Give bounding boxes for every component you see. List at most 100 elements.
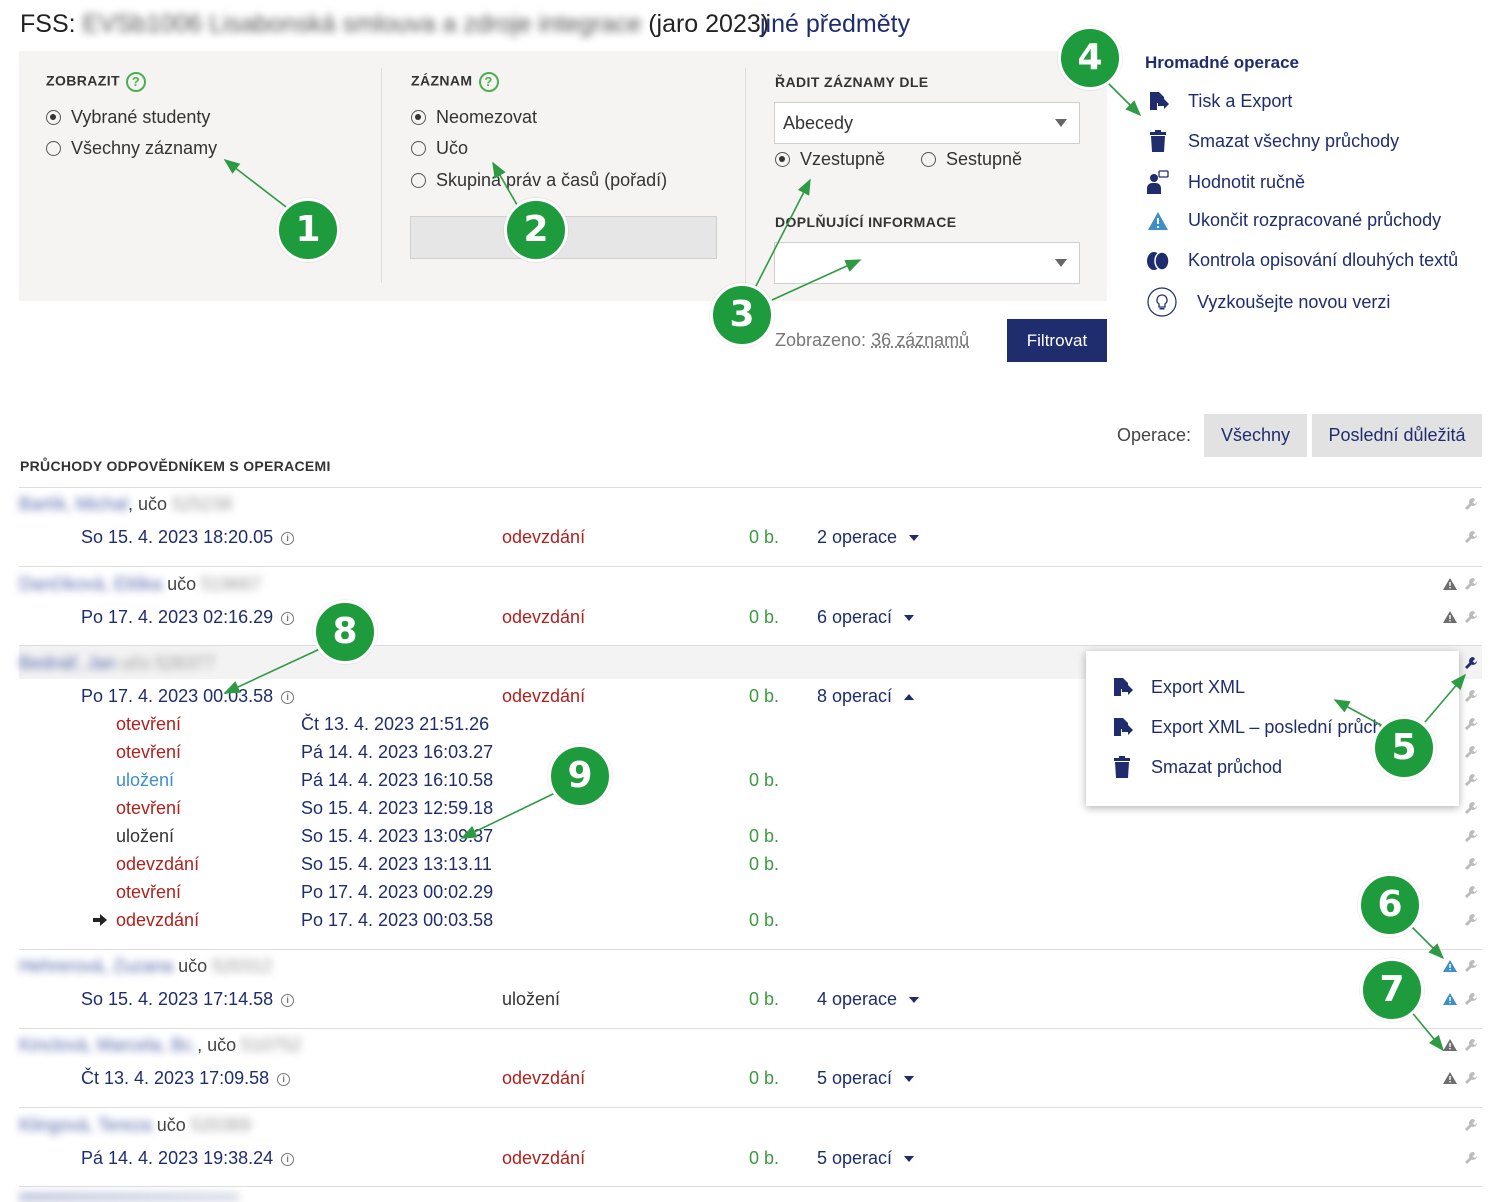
divider xyxy=(19,1107,1482,1108)
record-date: So 15. 4. 2023 18:20.05 i xyxy=(81,527,295,548)
course-name: Lisabonská smlouva a zdroje integrace xyxy=(209,10,642,38)
student-name[interactable]: Dančíková, Eliška xyxy=(19,574,163,594)
show-section-title: ZOBRAZIT? xyxy=(46,72,146,92)
divider xyxy=(19,949,1482,950)
chevron-down-icon xyxy=(904,615,915,622)
bulk-try-new-version[interactable]: Vyzkoušejte novou verzi xyxy=(1145,287,1390,317)
record-date: Pá 14. 4. 2023 19:38.24 i xyxy=(81,1148,295,1169)
info-icon[interactable]: i xyxy=(277,1072,291,1086)
info-icon[interactable]: i xyxy=(281,993,295,1007)
bulk-plagiarism-check[interactable]: Kontrola opisování dlouhých textů xyxy=(1145,250,1458,271)
record-date: Po 17. 4. 2023 00:03.58 i xyxy=(81,686,295,707)
export-xml-last-item[interactable]: Export XML – poslední průch xyxy=(1110,716,1382,738)
callout-6: 6 xyxy=(1358,873,1422,937)
student-name-row: Klingová, Tereza učo 520369 xyxy=(19,1115,251,1135)
callout-3: 3 xyxy=(710,283,774,347)
radio-icon xyxy=(411,141,426,156)
bulk-print-export[interactable]: Tisk a Export xyxy=(1145,90,1292,112)
callout-8: 8 xyxy=(313,600,377,664)
record-status: odevzdání xyxy=(502,1148,586,1168)
warning-icon xyxy=(1145,211,1171,231)
record-points: 0 b. xyxy=(749,607,780,627)
student-name[interactable]: Kinclová, Marcela, Bc. xyxy=(19,1035,198,1055)
all-operations-button[interactable]: Všechny xyxy=(1204,414,1307,457)
radio-no-limit[interactable]: Neomezovat xyxy=(411,107,537,128)
student-name-row: Bednář, Jan učo 526377 xyxy=(19,653,216,673)
radio-descending[interactable]: Sestupně xyxy=(921,149,1022,170)
student-name-row: Bartík, Michal, učo 525238 xyxy=(19,494,233,514)
divider xyxy=(381,68,382,283)
radio-icon xyxy=(775,152,790,167)
list-title: PRŮCHODY ODPOVĚDNÍKEM S OPERACEMI xyxy=(20,458,331,474)
student-uco: 510752 xyxy=(241,1035,302,1055)
radio-uco[interactable]: Učo xyxy=(411,138,468,159)
other-courses-link[interactable]: jiné předměty xyxy=(760,10,911,38)
record-points: 0 b. xyxy=(749,1068,780,1088)
radio-icon xyxy=(46,141,61,156)
operations-label: Operace: xyxy=(1117,425,1192,445)
page-title: FSS: EVSb1006 Lisabonská smlouva a zdroj… xyxy=(20,10,770,38)
student-name[interactable]: Bednář, Jan xyxy=(19,653,117,673)
shown-count-link[interactable]: 36 záznamů xyxy=(871,330,970,350)
bulk-grade-manually[interactable]: Hodnotit ručně xyxy=(1145,170,1305,194)
op-type: odevzdání xyxy=(116,854,200,874)
operations-toggle[interactable]: 4 operace xyxy=(817,989,920,1010)
radio-rights-group[interactable]: Skupina práv a časů (pořadí) xyxy=(411,170,667,191)
chevron-down-icon xyxy=(1055,119,1067,127)
operations-toggle[interactable]: 8 operací xyxy=(817,686,915,707)
operations-toggle[interactable]: 5 operací xyxy=(817,1068,915,1089)
radio-all-records[interactable]: Všechny záznamy xyxy=(46,138,217,159)
chevron-down-icon xyxy=(904,1156,915,1163)
export-xml-item[interactable]: Export XML xyxy=(1110,676,1245,698)
op-points: 0 b. xyxy=(749,910,780,930)
radio-icon xyxy=(921,152,936,167)
lightbulb-icon xyxy=(1145,287,1179,317)
bulk-end-in-progress[interactable]: Ukončit rozpracované průchody xyxy=(1145,210,1441,231)
op-date: Pá 14. 4. 2023 16:10.58 xyxy=(301,770,494,790)
student-name[interactable]: Klingová, Tereza xyxy=(19,1115,152,1135)
delete-pass-item[interactable]: Smazat průchod xyxy=(1110,756,1282,778)
callout-5: 5 xyxy=(1372,716,1436,780)
divider xyxy=(19,645,1482,646)
info-icon[interactable]: i xyxy=(281,1152,295,1166)
grade-manually-icon xyxy=(1145,170,1171,194)
radio-icon xyxy=(411,173,426,188)
student-name[interactable]: Bartík, Michal xyxy=(19,494,129,514)
op-type: odevzdání xyxy=(116,910,200,930)
extra-info-select[interactable] xyxy=(774,242,1080,284)
callout-1: 1 xyxy=(276,198,340,262)
arrow-right-icon xyxy=(93,913,107,931)
op-date: Čt 13. 4. 2023 21:51.26 xyxy=(301,714,490,734)
filter-button[interactable]: Filtrovat xyxy=(1007,319,1107,362)
student-name-row: Dančíková, Eliška učo 519667 xyxy=(19,574,262,594)
operations-toggle[interactable]: 2 operace xyxy=(817,527,920,548)
op-date: So 15. 4. 2023 13:13.11 xyxy=(301,854,492,874)
record-points: 0 b. xyxy=(749,1148,780,1168)
callout-4: 4 xyxy=(1058,26,1122,90)
bulk-delete-all[interactable]: Smazat všechny průchody xyxy=(1145,130,1399,152)
export-xml-last-icon xyxy=(1110,716,1134,738)
trash-icon xyxy=(1110,756,1134,778)
student-name[interactable]: Hehrerová, Zuzana xyxy=(19,956,174,976)
help-icon[interactable]: ? xyxy=(125,72,146,92)
operations-toggle[interactable]: 5 operací xyxy=(817,1148,915,1169)
help-icon[interactable]: ? xyxy=(478,72,499,92)
operations-toggle[interactable]: 6 operací xyxy=(817,607,915,628)
callout-7: 7 xyxy=(1360,958,1424,1022)
divider xyxy=(745,68,746,283)
radio-ascending[interactable]: Vzestupně xyxy=(775,149,885,170)
record-points: 0 b. xyxy=(749,686,780,706)
record-date: Po 17. 4. 2023 02:16.29 i xyxy=(81,607,295,628)
info-icon[interactable]: i xyxy=(281,690,295,704)
last-important-button[interactable]: Poslední důležitá xyxy=(1312,414,1482,457)
record-section-title: ZÁZNAM? xyxy=(411,72,499,92)
radio-selected-students[interactable]: Vybrané studenty xyxy=(46,107,210,128)
info-icon[interactable]: i xyxy=(281,531,295,545)
record-status: uložení xyxy=(502,989,561,1009)
shown-count: Zobrazeno: 36 záznamů xyxy=(775,330,970,350)
sort-select[interactable]: Abecedy xyxy=(774,102,1080,144)
record-status: odevzdání xyxy=(502,1068,586,1088)
info-icon[interactable]: i xyxy=(281,611,295,625)
record-points: 0 b. xyxy=(749,989,780,1009)
student-uco: 519667 xyxy=(201,574,262,594)
